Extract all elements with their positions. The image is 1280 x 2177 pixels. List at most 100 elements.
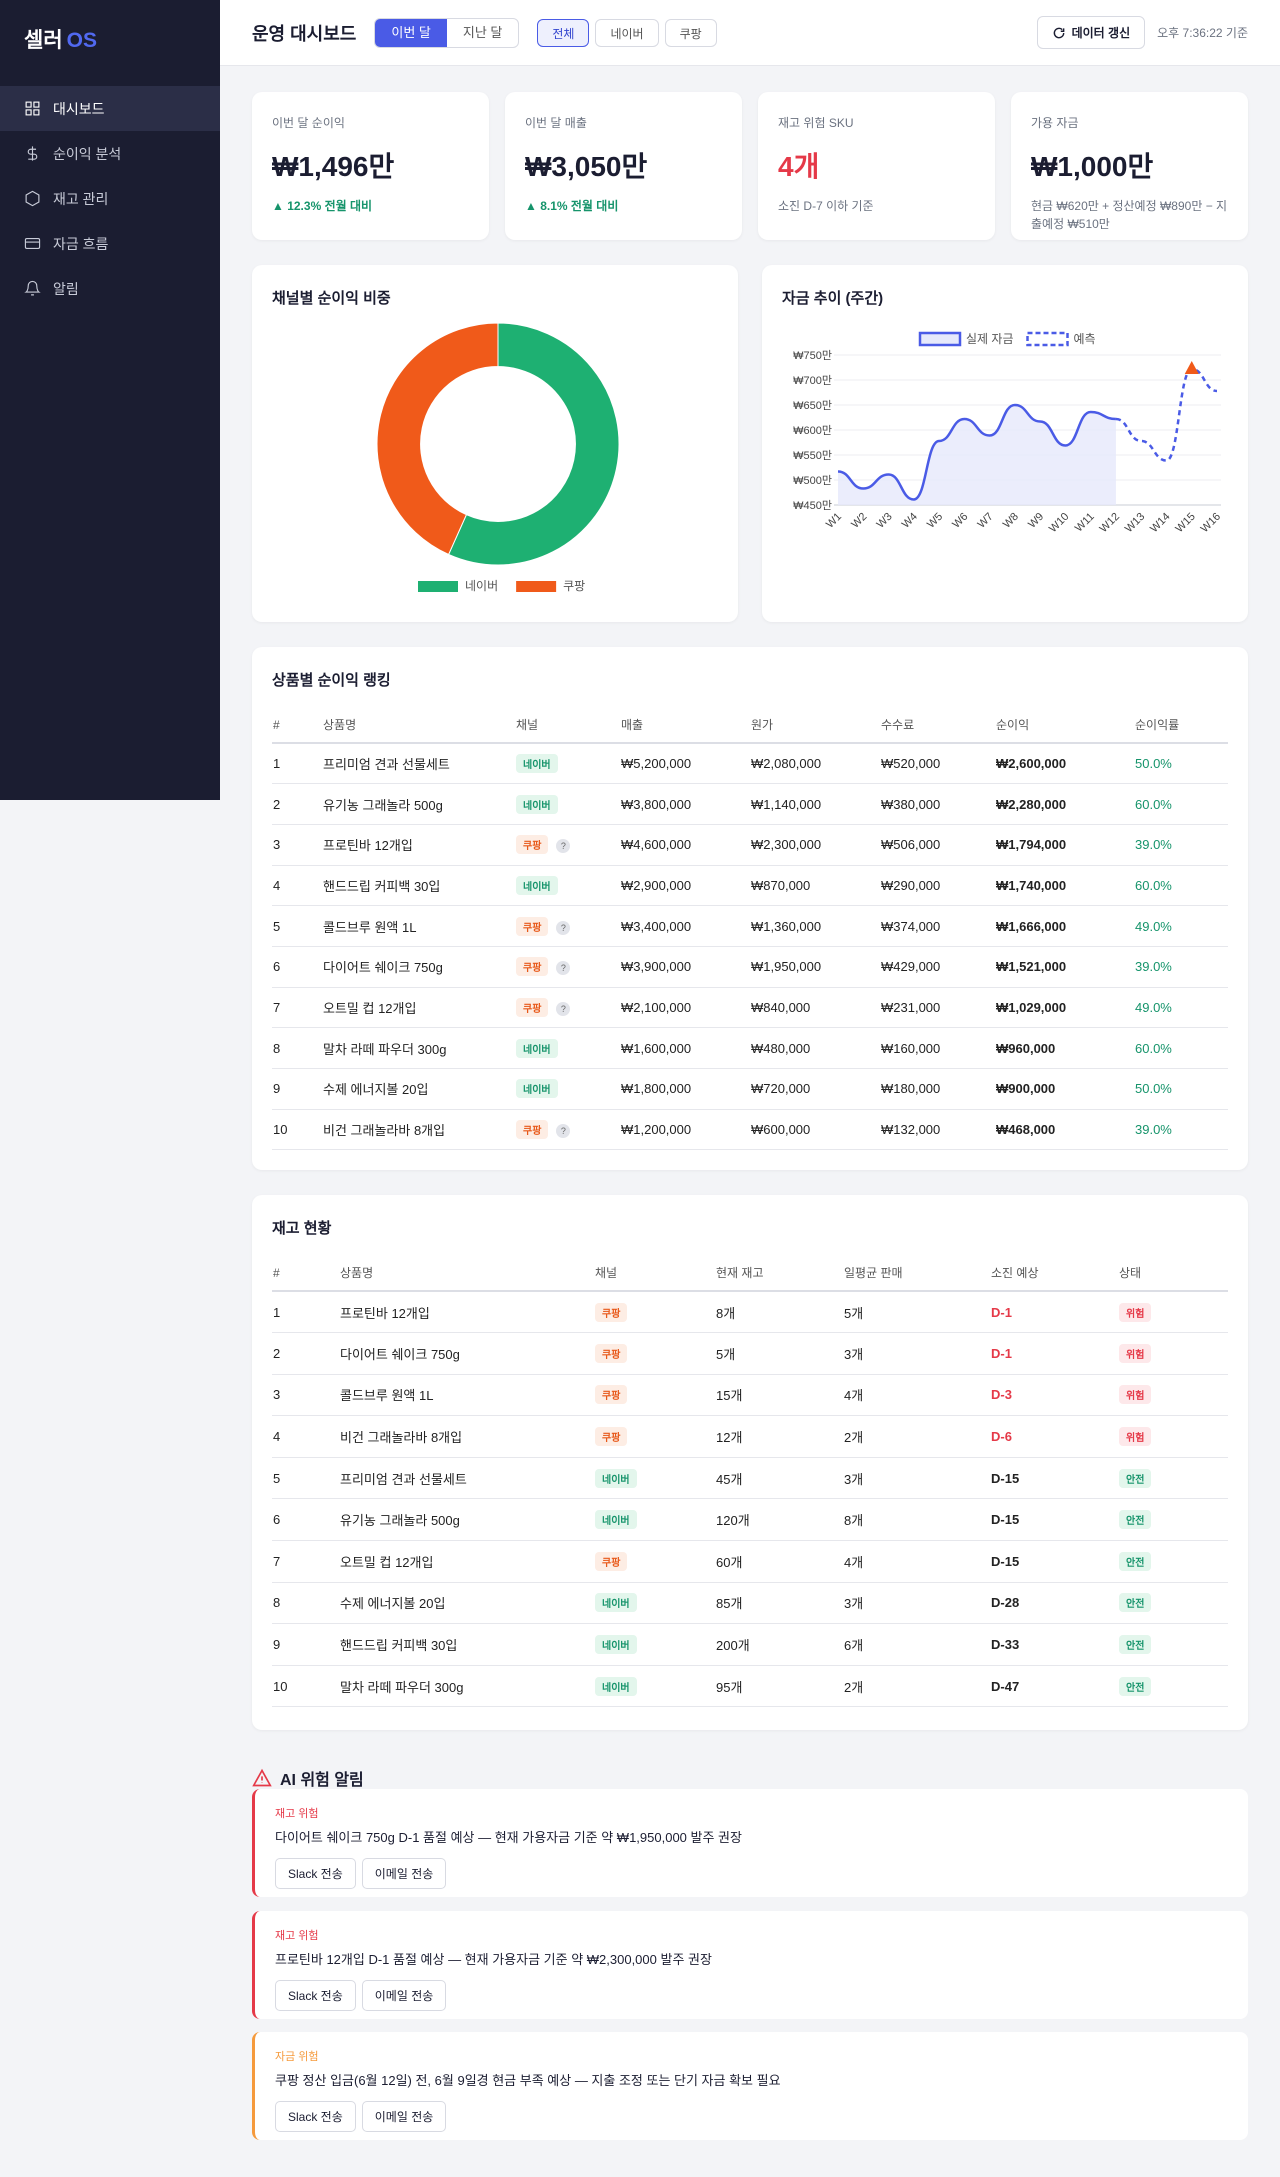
table-cell: 네이버 <box>594 1457 715 1500</box>
table-cell: ₩2,080,000 <box>750 743 880 785</box>
table-cell: ₩506,000 <box>880 824 995 866</box>
nav-icon <box>25 101 40 116</box>
nav-item[interactable]: 대시보드 <box>0 86 220 131</box>
channel-badge: 쿠팡 <box>516 957 549 977</box>
table-cell: 네이버 <box>515 743 620 785</box>
alert-button[interactable]: 이메일 전송 <box>361 1858 447 1889</box>
page-title: 운영 대시보드 <box>252 23 357 44</box>
cell-text: 7 <box>273 1553 281 1569</box>
column-header: # <box>272 707 322 744</box>
status-badge: 안전 <box>1119 1635 1152 1655</box>
cell-text: 다이어트 쉐이크 750g <box>323 960 443 976</box>
cell-text: 말차 라떼 파우더 300g <box>323 1041 447 1057</box>
table-cell: 위험 <box>1118 1374 1228 1417</box>
channel-badge: 네이버 <box>516 794 558 814</box>
table-cell: 위험 <box>1118 1415 1228 1458</box>
period-toggle: 이번 달 지난 달 <box>374 17 520 48</box>
channel-button[interactable]: 쿠팡 <box>664 18 717 47</box>
cell-text: ₩3,400,000 <box>621 918 692 934</box>
alert-button[interactable]: Slack 전송 <box>275 2101 356 2132</box>
hint-icon[interactable]: ? <box>556 1124 571 1139</box>
kpi-note: 현금 ₩620만 + 정산예정 ₩890만 − 지출예정 ₩510만 <box>1031 199 1228 231</box>
alert-tag: 재고 위험 <box>275 1929 319 1942</box>
nav-item[interactable]: 순이익 분석 <box>0 131 220 176</box>
status-badge: 안전 <box>1119 1676 1152 1696</box>
alert-tag: 자금 위험 <box>275 2051 319 2063</box>
nav-item[interactable]: 재고 관리 <box>0 176 220 221</box>
refresh-button[interactable]: 데이터 갱신 <box>1036 16 1146 49</box>
y-tick-label: ₩500만 <box>793 474 832 487</box>
nav-icon <box>24 237 41 250</box>
kpi-card: 재고 위험 SKU 4개 소진 D-7 이하 기준 <box>758 92 995 240</box>
table-cell: 쿠팡? <box>515 1109 620 1151</box>
table-cell: ₩720,000 <box>750 1068 880 1110</box>
x-tick-label: W2 <box>849 511 869 531</box>
table-row: 6 유기농 그래놀라 500g 네이버 120개 8개 D-15 안전 <box>272 1498 1228 1542</box>
cell-text: 39.0% <box>1135 959 1172 975</box>
legend-swatch <box>418 581 458 592</box>
hint-icon[interactable]: ? <box>556 839 571 854</box>
table-cell: 39.0% <box>1134 946 1228 988</box>
table-cell: 안전 <box>1118 1582 1228 1625</box>
x-tick-label: W10 <box>1047 511 1071 535</box>
hint-icon[interactable]: ? <box>556 1001 571 1016</box>
hint-icon[interactable]: ? <box>556 920 571 935</box>
hint-icon[interactable]: ? <box>556 961 571 976</box>
table-cell: 2개 <box>843 1415 990 1458</box>
line-card: 자금 추이 (주간) ₩450만 ₩500만 ₩550만 ₩600만 ₩650만 ₩700… <box>762 265 1248 622</box>
column-header: 채널 <box>515 707 620 744</box>
kpi-note: ▲ 8.1% 전월 대비 <box>525 199 619 213</box>
column-header: 상태 <box>1118 1255 1228 1292</box>
cell-text: ₩429,000 <box>881 959 941 975</box>
table-cell: 네이버 <box>515 1068 620 1110</box>
column-header: 순이익률 <box>1134 707 1228 744</box>
cell-text: 3 <box>273 1387 281 1403</box>
table-cell: 쿠팡 <box>594 1540 715 1583</box>
cell-text: ₩1,950,000 <box>751 959 822 975</box>
alert-button[interactable]: Slack 전송 <box>275 1979 356 2011</box>
inventory-card: 재고 현황 # 상품명 채널 현재 재고 일평균 판매 소진 예상 상태 1 프로틴바 12개입… <box>252 1195 1248 1730</box>
cell-text: ₩160,000 <box>881 1040 941 1056</box>
table-cell: 10 <box>272 1665 339 1708</box>
nav-item[interactable]: 알림 <box>0 266 220 311</box>
alert-button[interactable]: 이메일 전송 <box>361 2101 447 2132</box>
table-cell: 콜드브루 원액 1L <box>322 905 515 947</box>
section-title: 재고 현황 <box>272 1220 332 1237</box>
table-cell: 위험 <box>1118 1332 1228 1375</box>
table-cell: 수제 에너지볼 20입 <box>339 1582 594 1625</box>
nav: 대시보드 순이익 분석 재고 관리 자금 흐름 알림 <box>0 86 220 311</box>
period-button[interactable]: 지난 달 <box>462 24 503 40</box>
alert-button[interactable]: Slack 전송 <box>275 1858 356 1889</box>
channel-badge: 쿠팡 <box>516 1120 549 1140</box>
channel-badge: 네이버 <box>595 1468 637 1488</box>
cell-text: 비건 그래놀라바 8개입 <box>340 1430 463 1446</box>
cell-text: 85개 <box>716 1596 743 1612</box>
legend-label: 쿠팡 <box>563 579 585 593</box>
cell-text: 다이어트 쉐이크 750g <box>340 1346 460 1362</box>
channel-badge: 네이버 <box>516 1079 558 1099</box>
y-tick-label: ₩650만 <box>793 399 832 412</box>
alert-button[interactable]: 이메일 전송 <box>361 1979 447 2011</box>
channel-button[interactable]: 전체 <box>537 18 590 47</box>
nav-item[interactable]: 자금 흐름 <box>0 221 220 266</box>
cell-text: ₩468,000 <box>996 1122 1056 1138</box>
table-cell: 프로틴바 12개입 <box>322 824 515 866</box>
table-cell: ₩1,666,000 <box>995 905 1134 947</box>
table-row: 8 수제 에너지볼 20입 네이버 85개 3개 D-28 안전 <box>272 1582 1228 1625</box>
channel-badge: 쿠팡 <box>595 1302 628 1322</box>
y-tick-label: ₩450만 <box>793 499 832 512</box>
table-cell: 3개 <box>843 1457 990 1500</box>
table-cell: 쿠팡 <box>594 1332 715 1375</box>
cell-text: 프리미엄 견과 선물세트 <box>323 757 450 773</box>
table-cell: 2 <box>272 783 322 825</box>
table-cell: ₩2,100,000 <box>620 987 750 1029</box>
table-cell: 3개 <box>843 1582 990 1625</box>
period-button[interactable]: 이번 달 <box>375 18 447 47</box>
table-row: 10 비건 그래놀라바 8개입 쿠팡? ₩1,200,000 ₩600,000 ₩132,… <box>272 1109 1228 1151</box>
table-row: 5 프리미엄 견과 선물세트 네이버 45개 3개 D-15 안전 <box>272 1457 1228 1500</box>
cell-text: 7 <box>273 999 281 1015</box>
channel-button[interactable]: 네이버 <box>595 18 659 47</box>
cell-text: ₩840,000 <box>751 999 811 1015</box>
cell-text: ₩290,000 <box>881 877 941 893</box>
column-header: # <box>272 1255 339 1292</box>
